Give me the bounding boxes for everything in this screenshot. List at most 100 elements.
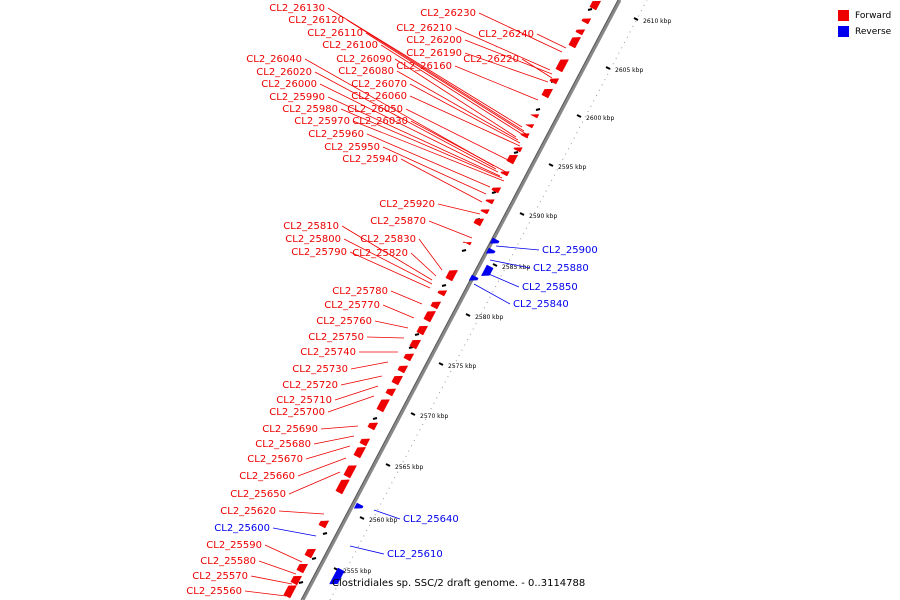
forward-gene-glyph: [416, 325, 429, 336]
gene-label: CL2_25580: [200, 556, 256, 567]
gene-label: CL2_25700: [269, 407, 325, 418]
gene-label: CL2_25710: [276, 395, 332, 406]
leader-line: [489, 259, 531, 269]
gene-label: CL2_25800: [285, 234, 341, 245]
gene-label: CL2_26130: [269, 3, 325, 14]
gene-label: CL2_25610: [387, 549, 443, 560]
forward-gene-glyph: [403, 353, 415, 362]
tick-mark: [548, 163, 554, 167]
gene-label: CL2_25830: [360, 234, 416, 245]
gene-label: CL2_25570: [192, 571, 248, 582]
leader-line: [305, 445, 351, 460]
forward-gene-glyph: [296, 563, 309, 574]
gene-label: CL2_25850: [522, 282, 578, 293]
forward-gene-glyph: [359, 438, 371, 447]
tick-mark: [410, 412, 416, 416]
leader-line: [366, 336, 405, 339]
leader-line: [350, 361, 389, 370]
leader-line: [521, 58, 553, 79]
leader-line: [400, 158, 483, 203]
leader-line: [454, 27, 551, 71]
legend-reverse-label: Reverse: [855, 26, 892, 37]
leader-line: [382, 146, 487, 195]
gene-label: CL2_25970: [294, 116, 350, 127]
leader-line: [454, 65, 539, 101]
leader-line: [349, 545, 385, 555]
leader-line: [352, 120, 505, 182]
leader-line: [437, 203, 481, 215]
leader-line: [250, 575, 293, 585]
leader-line: [409, 83, 521, 144]
leader-line: [320, 425, 359, 430]
leader-line: [327, 7, 523, 128]
gene-label: CL2_26210: [396, 23, 452, 34]
leader-line: [334, 385, 379, 401]
gene-tick: [311, 557, 317, 560]
gene-label: CL2_26240: [478, 29, 534, 40]
tick-label: 2590 kbp: [529, 213, 557, 220]
gene-label: CL2_26220: [463, 54, 519, 65]
gene-label: CL2_25980: [282, 104, 338, 115]
forward-gene-glyph: [304, 548, 317, 559]
gene-label: CL2_26080: [338, 66, 394, 77]
reverse-gene-glyph: [329, 567, 345, 585]
gene-tick: [322, 532, 328, 535]
tick-label: 2605 kbp: [615, 67, 643, 74]
gene-label: CL2_25730: [292, 364, 348, 375]
gene-label: CL2_26030: [352, 116, 408, 127]
gene-tick: [372, 417, 378, 420]
gene-label: CL2_25950: [324, 142, 380, 153]
leader-line: [478, 12, 563, 53]
gene-tick: [441, 284, 447, 287]
gene-label: CL2_25690: [262, 424, 318, 435]
forward-gene-glyph: [385, 388, 397, 397]
tick-label: 2575 kbp: [448, 363, 476, 370]
forward-gene-glyph: [397, 365, 409, 374]
forward-gene-glyph: [462, 241, 472, 246]
reverse-gene-glyph: [353, 502, 364, 509]
reverse-gene-glyph: [480, 264, 494, 276]
forward-gene-glyph: [376, 399, 390, 413]
tick-mark: [385, 463, 391, 467]
leader-line: [409, 95, 521, 147]
tick-mark: [576, 114, 582, 118]
leader-line: [405, 108, 509, 161]
tick-label: 2585 kbp: [502, 264, 530, 271]
gene-label: CL2_26110: [307, 28, 363, 39]
leader-line: [418, 238, 443, 271]
forward-gene-glyph: [513, 147, 523, 153]
leader-line: [483, 271, 520, 288]
tick-mark: [605, 66, 611, 70]
tick-label: 2570 kbp: [420, 413, 448, 420]
tick-mark: [465, 313, 471, 317]
gene-label: CL2_25940: [342, 154, 398, 165]
leader-line: [264, 544, 303, 563]
forward-gene-glyph: [575, 29, 586, 36]
tick-label: 2555 kbp: [343, 568, 371, 575]
leader-line: [374, 320, 409, 329]
leader-line: [373, 509, 401, 520]
gene-label: CL2_25590: [206, 540, 262, 551]
gene-label: CL2_25640: [403, 514, 459, 525]
leader-line: [366, 133, 491, 188]
gene-label: CL2_25740: [300, 347, 356, 358]
leader-line: [272, 527, 317, 537]
leader-line: [428, 220, 473, 239]
gene-label: CL2_25840: [513, 299, 569, 310]
leader-line: [278, 510, 325, 515]
genome-caption: Clostridiales sp. SSC/2 draft genome. - …: [332, 578, 586, 589]
forward-gene-glyph: [500, 171, 510, 177]
tick-label: 2580 kbp: [475, 314, 503, 321]
forward-gene-glyph: [437, 290, 448, 297]
forward-gene-glyph: [343, 465, 357, 479]
gene-label: CL2_25900: [542, 245, 598, 256]
gene-tick: [414, 333, 420, 336]
forward-gene-glyph: [423, 311, 437, 323]
gene-label: CL2_25620: [220, 506, 276, 517]
gene-label: CL2_25750: [308, 332, 364, 343]
forward-gene-glyph: [589, 0, 602, 11]
leader-line: [536, 33, 567, 49]
gene-tick: [535, 108, 541, 111]
leader-line: [464, 52, 549, 83]
